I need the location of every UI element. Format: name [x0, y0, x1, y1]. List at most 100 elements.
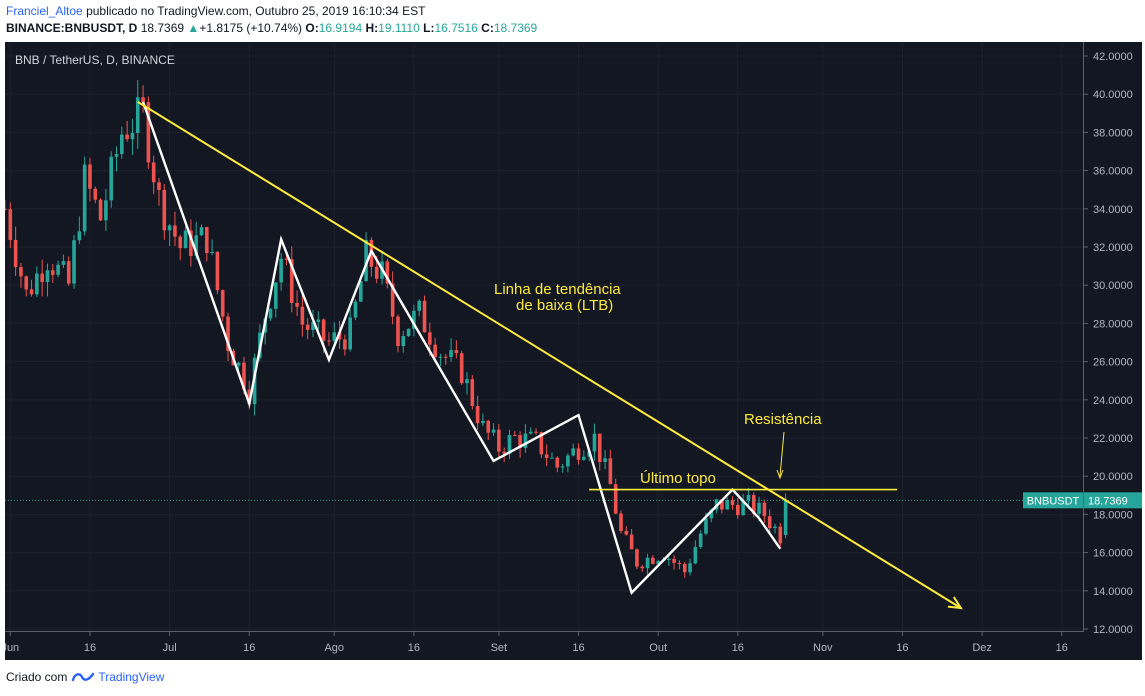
chart-title: BNB / TetherUS, D, BINANCE [15, 53, 175, 67]
x-tick-label: 16 [896, 642, 908, 654]
chart-container[interactable]: Linha de tendência de baixa (LTB) Resistên… [1, 42, 1142, 660]
candle-body [544, 454, 549, 458]
candle-body [204, 227, 209, 254]
candle-body [374, 266, 379, 279]
candle-body [406, 328, 411, 337]
candle-body [560, 466, 565, 468]
candle-body [677, 562, 682, 564]
candle-body [268, 308, 273, 319]
candle-body [56, 264, 60, 275]
up-arrow-icon: ▲ [187, 21, 200, 35]
candle-body [141, 97, 145, 103]
candle-body [61, 261, 66, 265]
candle-body [512, 435, 517, 437]
candle-body [682, 563, 687, 573]
candle-body [640, 566, 645, 569]
candle-body [353, 301, 358, 318]
x-tick-label: Out [649, 642, 667, 654]
candle-body [502, 451, 506, 454]
annotation-resistance: Resistência [744, 411, 822, 428]
candle-body [173, 225, 177, 237]
trendline-arrowhead-icon [947, 596, 963, 610]
candle-body [730, 500, 735, 505]
candle-body [550, 457, 554, 459]
candle-body [242, 362, 246, 390]
candle-body [656, 560, 660, 564]
published-text: publicado no TradingView.com, Outubro 25… [86, 4, 426, 18]
candle-body [348, 317, 352, 350]
created-with-text: Criado com [6, 670, 68, 684]
candle-body [3, 208, 7, 210]
candle-body [364, 239, 368, 282]
candle-body [104, 200, 108, 221]
candle-body [497, 429, 501, 452]
y-tick-label: 40.0000 [1093, 89, 1133, 101]
candle-body [698, 533, 703, 547]
x-tick-label: Jul [163, 642, 177, 654]
y-tick-label: 42.0000 [1093, 51, 1133, 63]
candle-body [337, 332, 342, 340]
candle-body [401, 336, 406, 347]
candle-body [279, 258, 283, 283]
candle-body [635, 549, 639, 567]
price-label: BNBUSDT 18.7369 [1023, 492, 1142, 509]
candle-body [316, 319, 321, 322]
candle-body [109, 156, 114, 201]
x-tick-label: 16 [84, 642, 96, 654]
candle-body [199, 227, 204, 236]
candle-body [194, 235, 198, 256]
candle-body [82, 164, 87, 232]
x-tick-label: Dez [972, 642, 992, 654]
candle-body [29, 289, 34, 295]
candle-body [688, 563, 692, 573]
candle-body [183, 230, 188, 249]
price-label-value: 18.7369 [1088, 495, 1128, 507]
candle-body [226, 316, 230, 351]
y-axis[interactable]: 42.0000 40.0000 38.0000 36.0000 34.0000 32.00… [1083, 51, 1133, 636]
candle-body [284, 258, 289, 260]
y-tick-label: 20.0000 [1093, 471, 1133, 483]
y-tick-label: 32.0000 [1093, 242, 1133, 254]
candle-body [720, 499, 724, 510]
candle-body [189, 230, 193, 256]
candle-body [178, 236, 183, 249]
candle-body [417, 300, 422, 311]
candle-body [321, 319, 326, 341]
candle-body [385, 261, 390, 284]
candle-body [693, 546, 698, 564]
candle-body [215, 251, 220, 291]
author-link[interactable]: Franciel_Altoe [6, 4, 83, 18]
x-axis[interactable]: Jun 16 Jul 16 Ago 16 Set 16 Out 16 Nov 16 Dez 16 [1, 631, 1068, 654]
x-tick-label: 16 [572, 642, 584, 654]
candle-body [528, 431, 533, 434]
candle-body [582, 456, 586, 460]
candle-body [162, 189, 167, 231]
candle-body [576, 448, 581, 460]
price-label-symbol: BNBUSDT [1027, 495, 1080, 507]
candle-body [295, 302, 299, 307]
last-price: 18.7369 [140, 21, 185, 35]
candle-body [465, 379, 469, 384]
candle-body [40, 273, 44, 283]
candle-body [741, 500, 745, 516]
candle-body [236, 362, 241, 366]
resistance-pointer [779, 431, 785, 477]
x-tick-label: Ago [324, 642, 344, 654]
price-change: +1.8175 (+10.74%) [199, 21, 303, 35]
candle-body [300, 306, 305, 325]
annotation-last-top: Último topo [640, 470, 716, 487]
candle-body [438, 356, 443, 358]
y-tick-label: 28.0000 [1093, 318, 1133, 330]
candle-body [783, 500, 788, 536]
y-tick-label: 38.0000 [1093, 127, 1133, 139]
candle-body [125, 134, 129, 140]
tradingview-link[interactable]: TradingView [98, 670, 165, 684]
tradingview-logo-icon [72, 672, 95, 682]
price-label-value-bg [1084, 492, 1142, 509]
candle-body [24, 276, 29, 290]
high-value: 19.1110 [378, 21, 420, 35]
candle-body [736, 504, 740, 516]
candle-body [603, 458, 607, 462]
candle-body [751, 494, 756, 514]
